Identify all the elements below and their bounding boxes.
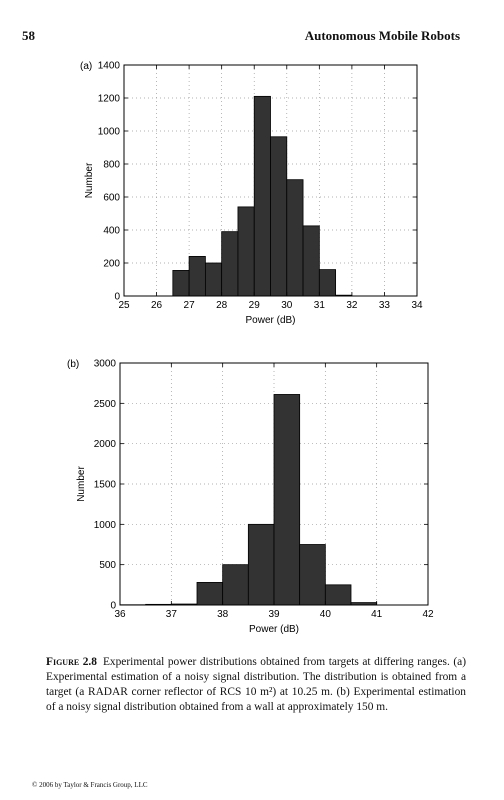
x-tick-label: 37 bbox=[166, 609, 178, 620]
histogram-bar bbox=[318, 269, 337, 297]
histogram-svg-a: 25 26 27 28 29 30 31 32 33 34 0 200 400 600 800 1000 120… bbox=[80, 61, 423, 327]
x-tick-label: 33 bbox=[379, 300, 391, 311]
panel-label: (b) bbox=[67, 359, 79, 370]
y-tick-label: 0 bbox=[110, 601, 116, 612]
x-tick-label: 29 bbox=[249, 300, 261, 311]
y-tick-label: 600 bbox=[103, 193, 120, 204]
y-tick-label: 500 bbox=[99, 560, 116, 571]
figure-label: Figure 2.8 bbox=[46, 656, 97, 668]
copyright-footer: © 2006 by Taylor & Francis Group, LLC bbox=[32, 781, 148, 789]
x-tick-label: 39 bbox=[268, 609, 280, 620]
figure-caption: Figure 2.8 Experimental power distributio… bbox=[46, 655, 466, 715]
histogram-bar bbox=[237, 206, 255, 297]
y-tick-label: 0 bbox=[114, 292, 120, 303]
histogram-bar bbox=[221, 231, 239, 297]
histogram-svg-b: 36 37 38 39 40 41 42 0 500 1000 1500 2000 2500 3000 (b… bbox=[67, 359, 434, 636]
x-tick-label: 31 bbox=[314, 300, 326, 311]
histogram-bar bbox=[299, 544, 326, 606]
y-tick-label: 1400 bbox=[98, 61, 121, 72]
histogram-bar bbox=[172, 270, 190, 297]
histogram-bar bbox=[286, 179, 304, 297]
panel-label: (a) bbox=[80, 61, 92, 72]
histogram-bar bbox=[273, 394, 301, 606]
histogram-chart-a: 25 26 27 28 29 30 31 32 33 34 0 200 400 600 800 1000 120… bbox=[0, 52, 504, 342]
page-number: 58 bbox=[22, 28, 35, 43]
y-tick-label: 2000 bbox=[94, 439, 117, 450]
caption-text: Experimental power distributions obtaine… bbox=[46, 656, 466, 713]
x-tick-label: 26 bbox=[151, 300, 163, 311]
histogram-bar bbox=[188, 255, 206, 297]
y-tick-label: 1000 bbox=[94, 520, 117, 531]
x-tick-label: 41 bbox=[371, 609, 383, 620]
y-axis-label: Number bbox=[76, 466, 87, 502]
x-tick-label: 38 bbox=[217, 609, 229, 620]
histogram-chart-b: 36 37 38 39 40 41 42 0 500 1000 1500 2000 2500 3000 (b… bbox=[0, 355, 504, 645]
x-tick-label: 27 bbox=[184, 300, 196, 311]
plot-frame bbox=[123, 64, 418, 297]
y-tick-label: 3000 bbox=[94, 359, 117, 370]
histogram-bar bbox=[196, 582, 224, 606]
histogram-bar bbox=[253, 95, 271, 297]
y-tick-label: 1500 bbox=[94, 480, 117, 491]
histogram-bar bbox=[247, 523, 275, 606]
y-tick-label: 1000 bbox=[98, 127, 121, 138]
histogram-bar bbox=[222, 564, 249, 606]
y-tick-label: 200 bbox=[103, 259, 120, 270]
x-axis-label: Power (dB) bbox=[249, 624, 299, 635]
histogram-bar bbox=[302, 225, 320, 297]
histogram-bar bbox=[204, 262, 223, 297]
x-tick-label: 32 bbox=[346, 300, 358, 311]
x-tick-label: 42 bbox=[422, 609, 434, 620]
x-tick-label: 28 bbox=[216, 300, 228, 311]
histogram-bar bbox=[324, 584, 352, 606]
x-tick-label: 40 bbox=[320, 609, 332, 620]
x-tick-label: 30 bbox=[281, 300, 293, 311]
x-tick-label: 36 bbox=[114, 609, 126, 620]
y-tick-label: 400 bbox=[103, 226, 120, 237]
running-title: Autonomous Mobile Robots bbox=[304, 28, 460, 43]
y-tick-label: 1200 bbox=[98, 94, 121, 105]
x-axis-label: Power (dB) bbox=[245, 315, 295, 326]
y-tick-label: 2500 bbox=[94, 399, 117, 410]
y-tick-label: 800 bbox=[103, 160, 120, 171]
x-tick-label: 34 bbox=[411, 300, 423, 311]
x-tick-label: 25 bbox=[118, 300, 130, 311]
y-axis-label: Number bbox=[84, 162, 95, 198]
histogram-bar bbox=[270, 136, 288, 297]
